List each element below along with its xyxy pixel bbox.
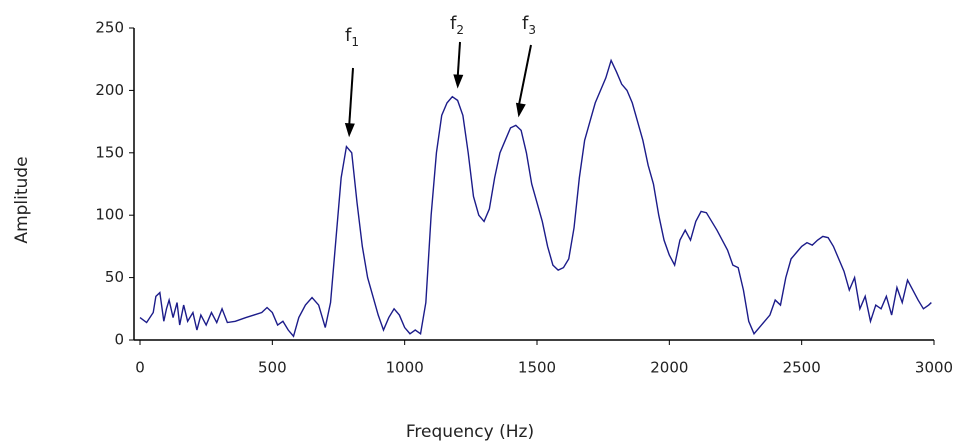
y-tick-label: 150 xyxy=(95,143,124,161)
x-tick-label: 3000 xyxy=(915,359,953,377)
x-tick-label: 2500 xyxy=(783,359,821,377)
annotation-subscript: 3 xyxy=(528,23,536,37)
annotation-text: f xyxy=(522,13,529,34)
annotation-label: f1 xyxy=(345,25,359,49)
annotation-subscript: 1 xyxy=(351,35,359,49)
annotation-subscript: 2 xyxy=(456,23,464,37)
y-tick-label: 200 xyxy=(95,81,124,99)
annotation-label: f2 xyxy=(450,13,464,37)
annotation-arrow-shaft xyxy=(517,44,532,108)
annotation-arrow-head xyxy=(453,74,464,89)
x-tick-label: 2000 xyxy=(650,359,688,377)
x-tick-label: 0 xyxy=(135,359,145,377)
y-tick-label: 0 xyxy=(114,331,124,349)
spectrum-line xyxy=(139,58,932,338)
annotation-arrow-head xyxy=(344,123,355,138)
annotation-arrow-shaft xyxy=(456,41,461,79)
annotation-text: f xyxy=(450,13,457,34)
annotation-label: f3 xyxy=(522,13,536,37)
y-tick-label: 100 xyxy=(95,206,124,224)
y-tick-label: 250 xyxy=(95,19,124,37)
x-tick-label: 1000 xyxy=(386,359,424,377)
y-axis-title: Amplitude xyxy=(12,156,32,243)
annotation-text: f xyxy=(345,25,352,46)
y-tick-label: 50 xyxy=(105,268,124,286)
annotation-arrow-shaft xyxy=(348,67,354,128)
x-tick-label: 500 xyxy=(258,359,287,377)
x-tick-label: 1500 xyxy=(518,359,556,377)
x-axis-title: Frequency (Hz) xyxy=(406,422,534,442)
annotation-arrow-head xyxy=(515,102,526,118)
